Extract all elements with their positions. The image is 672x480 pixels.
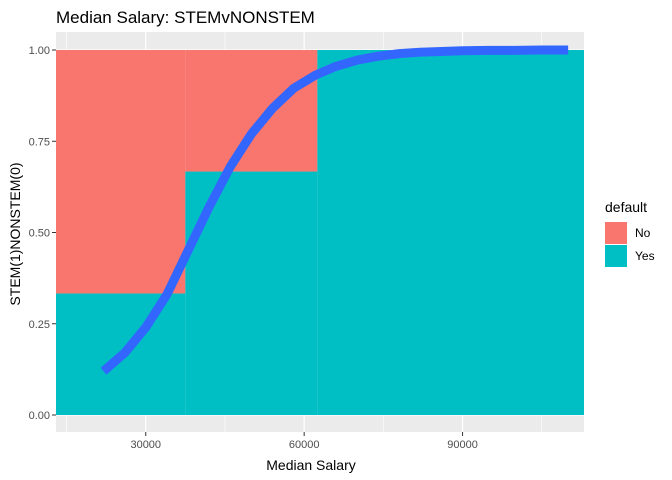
fit-line (100, 45, 569, 375)
y-tick-label: 0.50 (29, 228, 50, 240)
x-tick-label: 30000 (130, 439, 161, 451)
legend-swatch (605, 245, 627, 267)
x-tick-label: 60000 (289, 439, 320, 451)
legend-label: No (635, 226, 651, 240)
legend-swatch (605, 222, 627, 244)
y-tick-label: 0.75 (29, 136, 50, 148)
x-axis-title: Median Salary (266, 457, 356, 473)
plot-panel (56, 32, 584, 432)
y-axis-title: STEM(1)NONSTEM(0) (7, 162, 23, 305)
fill-areas (56, 50, 584, 415)
legend: default No Yes (605, 199, 655, 267)
legend-items: No Yes (605, 222, 655, 267)
area-yes (317, 50, 584, 415)
y-tick-label: 0.00 (29, 410, 50, 422)
y-tick-label: 1.00 (29, 45, 50, 57)
x-tick-label: 90000 (447, 439, 478, 451)
legend-title: default (605, 199, 647, 215)
area-no (56, 50, 186, 294)
y-axis: 0.00 0.25 0.50 0.75 1.00 (29, 45, 56, 422)
y-tick-label: 0.25 (29, 319, 50, 331)
legend-label: Yes (635, 249, 655, 263)
x-axis: 30000 60000 90000 (130, 432, 478, 451)
chart-title: Median Salary: STEMvNONSTEM (56, 8, 315, 27)
fit-line-layer (100, 45, 569, 375)
area-no (185, 50, 318, 172)
